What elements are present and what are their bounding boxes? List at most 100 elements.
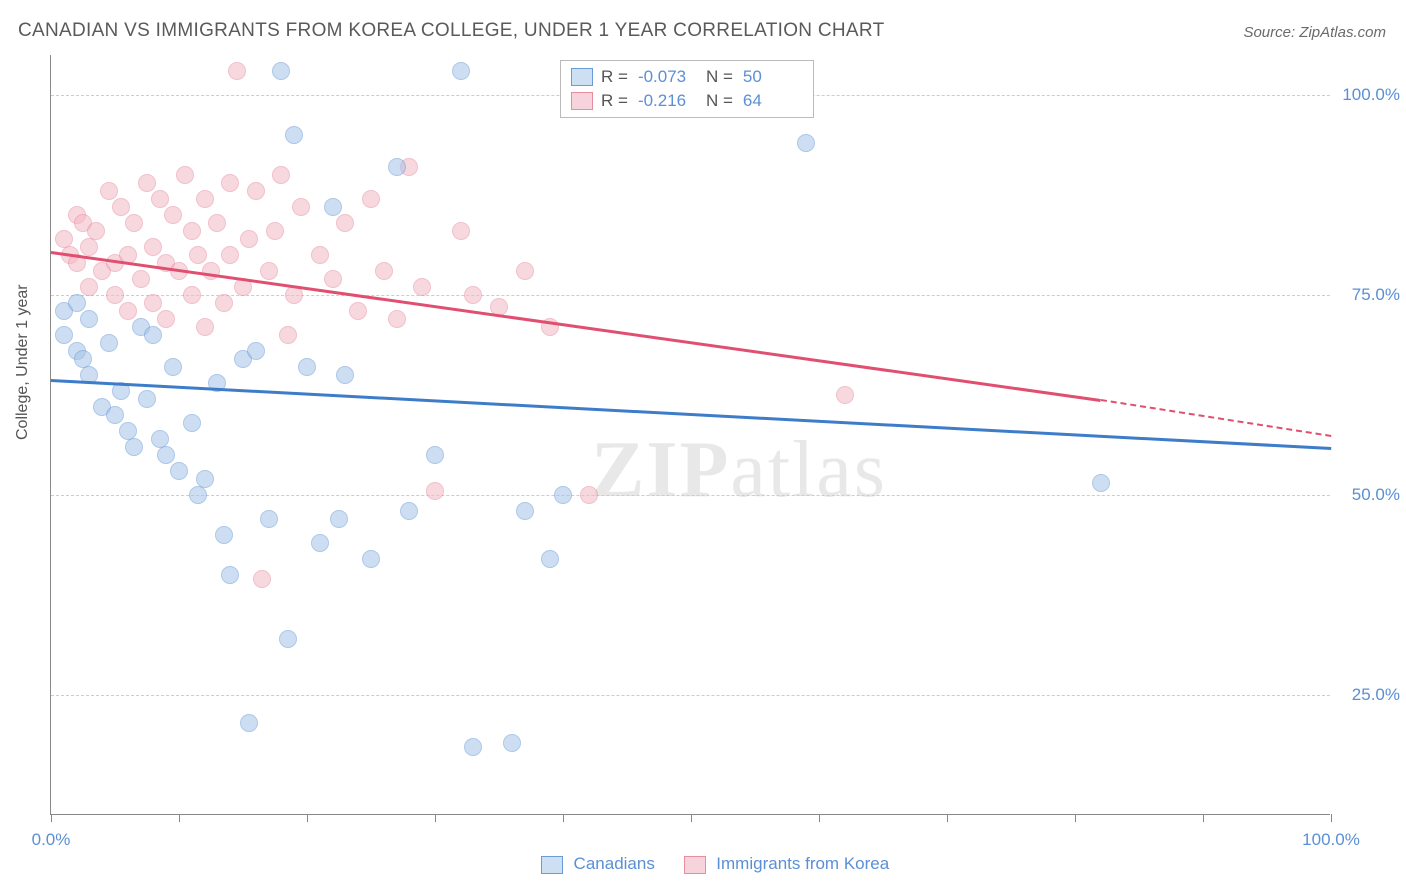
scatter-point — [87, 222, 105, 240]
scatter-point — [324, 198, 342, 216]
legend-label-pink: Immigrants from Korea — [716, 854, 889, 873]
stats-legend: R = -0.073 N = 50 R = -0.216 N = 64 — [560, 60, 814, 118]
scatter-point — [388, 310, 406, 328]
scatter-point — [196, 318, 214, 336]
scatter-point — [452, 222, 470, 240]
scatter-point — [144, 294, 162, 312]
scatter-point — [349, 302, 367, 320]
scatter-point — [157, 446, 175, 464]
scatter-point — [144, 326, 162, 344]
scatter-point — [189, 486, 207, 504]
scatter-point — [260, 510, 278, 528]
scatter-point — [144, 238, 162, 256]
scatter-point — [266, 222, 284, 240]
scatter-point — [125, 214, 143, 232]
gridline-h — [51, 695, 1330, 696]
x-tick — [1203, 814, 1204, 822]
scatter-point — [119, 302, 137, 320]
r-value-pink: -0.216 — [638, 91, 698, 111]
scatter-point — [336, 366, 354, 384]
scatter-point — [272, 62, 290, 80]
scatter-point — [183, 286, 201, 304]
scatter-point — [426, 446, 444, 464]
scatter-point — [240, 714, 258, 732]
scatter-point — [138, 174, 156, 192]
scatter-point — [196, 190, 214, 208]
scatter-point — [260, 262, 278, 280]
x-tick — [1331, 814, 1332, 822]
scatter-point — [336, 214, 354, 232]
scatter-point — [311, 534, 329, 552]
stats-row-pink: R = -0.216 N = 64 — [571, 89, 803, 113]
source-attribution: Source: ZipAtlas.com — [1243, 24, 1386, 41]
scatter-point — [253, 570, 271, 588]
scatter-point — [151, 190, 169, 208]
x-tick — [1075, 814, 1076, 822]
scatter-point — [311, 246, 329, 264]
scatter-point — [157, 310, 175, 328]
scatter-point — [298, 358, 316, 376]
scatter-point — [80, 310, 98, 328]
scatter-point — [362, 190, 380, 208]
scatter-point — [279, 630, 297, 648]
scatter-point — [80, 238, 98, 256]
n-label: N = — [706, 67, 733, 87]
scatter-point — [452, 62, 470, 80]
scatter-point — [112, 198, 130, 216]
scatter-point — [80, 278, 98, 296]
scatter-point — [228, 62, 246, 80]
trend-line-dash — [1100, 399, 1331, 437]
scatter-point — [464, 286, 482, 304]
y-tick-label: 50.0% — [1340, 485, 1400, 505]
scatter-point — [797, 134, 815, 152]
scatter-point — [221, 246, 239, 264]
scatter-point — [400, 502, 418, 520]
scatter-point — [330, 510, 348, 528]
scatter-point — [324, 270, 342, 288]
scatter-point — [170, 462, 188, 480]
scatter-point — [106, 406, 124, 424]
scatter-point — [1092, 474, 1110, 492]
scatter-point — [362, 550, 380, 568]
scatter-point — [221, 174, 239, 192]
r-label: R = — [601, 91, 628, 111]
scatter-point — [125, 438, 143, 456]
scatter-point — [388, 158, 406, 176]
scatter-point — [208, 214, 226, 232]
plot-area: ZIPatlas 25.0%50.0%75.0%100.0%0.0%100.0% — [50, 55, 1330, 815]
scatter-point — [176, 166, 194, 184]
stats-row-blue: R = -0.073 N = 50 — [571, 65, 803, 89]
scatter-point — [375, 262, 393, 280]
scatter-point — [426, 482, 444, 500]
x-tick — [179, 814, 180, 822]
scatter-point — [413, 278, 431, 296]
x-tick — [307, 814, 308, 822]
scatter-point — [164, 206, 182, 224]
scatter-point — [554, 486, 572, 504]
n-label: N = — [706, 91, 733, 111]
scatter-point — [55, 326, 73, 344]
swatch-blue-icon — [541, 856, 563, 874]
x-tick — [691, 814, 692, 822]
scatter-point — [516, 262, 534, 280]
y-tick-label: 100.0% — [1340, 85, 1400, 105]
scatter-point — [100, 334, 118, 352]
x-tick — [51, 814, 52, 822]
n-value-pink: 64 — [743, 91, 803, 111]
scatter-point — [503, 734, 521, 752]
scatter-point — [516, 502, 534, 520]
swatch-pink-icon — [684, 856, 706, 874]
scatter-point — [215, 526, 233, 544]
scatter-point — [132, 270, 150, 288]
n-value-blue: 50 — [743, 67, 803, 87]
y-axis-label: College, Under 1 year — [14, 284, 32, 440]
watermark-text-a: ZIP — [591, 426, 730, 514]
scatter-point — [279, 326, 297, 344]
scatter-point — [202, 262, 220, 280]
scatter-point — [189, 246, 207, 264]
y-tick-label: 75.0% — [1340, 285, 1400, 305]
legend-label-blue: Canadians — [574, 854, 655, 873]
scatter-point — [240, 230, 258, 248]
scatter-point — [164, 358, 182, 376]
scatter-point — [183, 414, 201, 432]
